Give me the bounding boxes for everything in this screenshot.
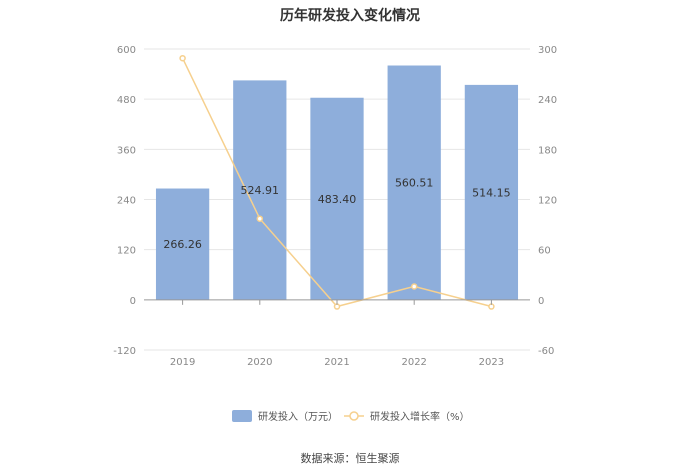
left-tick-label: 360 bbox=[117, 145, 136, 156]
left-tick-label: -120 bbox=[113, 346, 136, 357]
x-axis: 2019 2020 2021 2022 2023 bbox=[144, 299, 530, 368]
bar-value-label: 560.51 bbox=[395, 177, 434, 190]
right-tick-label: 120 bbox=[538, 196, 557, 207]
growth-point-2020[interactable] bbox=[256, 215, 264, 222]
left-tick-label: 600 bbox=[117, 45, 136, 56]
x-tick-label: 2023 bbox=[479, 357, 504, 368]
bar-2023[interactable] bbox=[464, 84, 519, 300]
bar-2020[interactable] bbox=[233, 80, 287, 300]
right-tick-label: 0 bbox=[538, 296, 544, 307]
x-tick-label: 2019 bbox=[170, 357, 195, 368]
legend[interactable]: 研发投入（万元） 研发投入增长率（%） bbox=[232, 410, 470, 423]
bar-value-label: 266.26 bbox=[163, 238, 202, 251]
growth-point-2022[interactable] bbox=[410, 283, 418, 290]
bar-2019[interactable] bbox=[155, 188, 210, 300]
right-tick-label: 300 bbox=[538, 45, 557, 56]
chart-title: 历年研发投入变化情况 bbox=[280, 7, 420, 24]
right-axis: 300 240 180 120 60 0 -60 bbox=[538, 45, 557, 357]
bar-value-label: 483.40 bbox=[318, 193, 357, 206]
left-tick-label: 0 bbox=[130, 296, 136, 307]
bars-layer bbox=[155, 65, 519, 300]
left-tick-label: 120 bbox=[117, 246, 136, 257]
x-tick-label: 2022 bbox=[401, 357, 426, 368]
x-tick-label: 2020 bbox=[247, 357, 272, 368]
bar-value-label: 524.91 bbox=[241, 184, 280, 197]
legend-line-label[interactable]: 研发投入增长率（%） bbox=[370, 410, 470, 423]
left-tick-label: 240 bbox=[117, 196, 136, 207]
right-tick-label: 60 bbox=[538, 246, 551, 257]
bar-value-label: 514.15 bbox=[472, 186, 511, 199]
x-tick-label: 2021 bbox=[324, 357, 349, 368]
legend-bar-label[interactable]: 研发投入（万元） bbox=[258, 410, 338, 423]
left-tick-label: 480 bbox=[117, 95, 136, 106]
right-tick-label: 240 bbox=[538, 95, 557, 106]
bar-2021[interactable] bbox=[310, 97, 364, 300]
growth-point-2019[interactable] bbox=[179, 54, 186, 62]
right-tick-label: 180 bbox=[538, 145, 557, 156]
right-tick-label: -60 bbox=[538, 346, 554, 357]
source-note: 数据来源：恒生聚源 bbox=[301, 451, 400, 465]
legend-line-marker[interactable] bbox=[349, 411, 359, 421]
bar-2022[interactable] bbox=[387, 65, 441, 300]
bar-labels-layer: 266.26 524.91 483.40 560.51 514.15 bbox=[163, 177, 510, 252]
left-axis: 600 480 360 240 120 0 -120 bbox=[113, 45, 136, 357]
legend-bar-swatch[interactable] bbox=[232, 410, 252, 422]
